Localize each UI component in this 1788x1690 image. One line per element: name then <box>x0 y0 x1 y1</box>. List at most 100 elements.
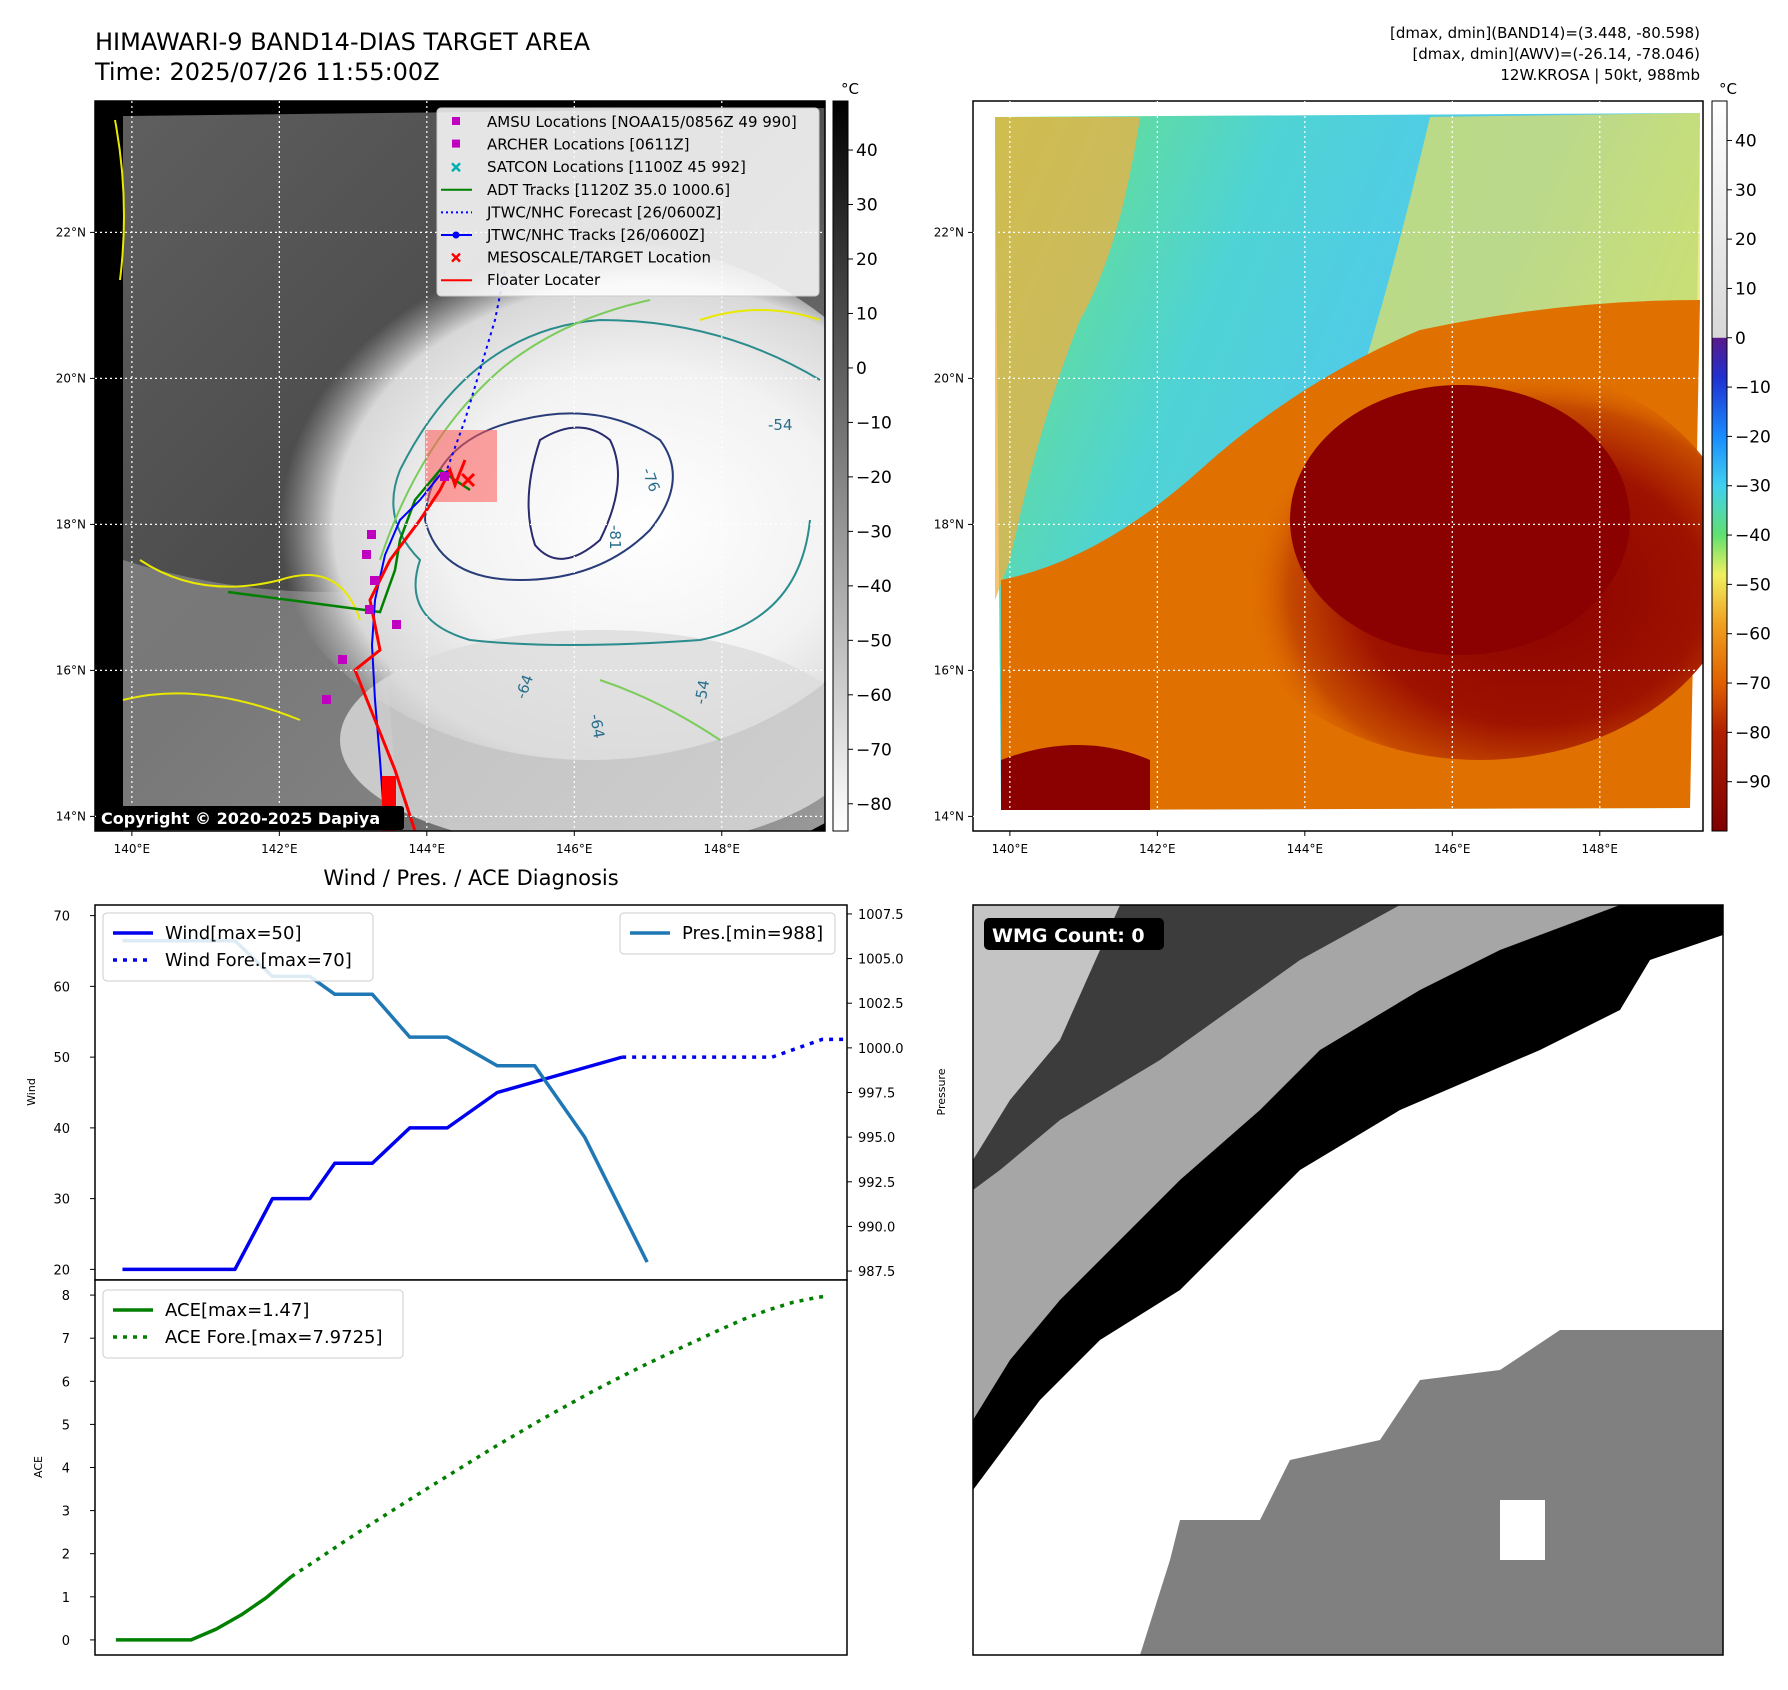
amsu-markers <box>322 472 449 704</box>
lon-label: 146°E <box>556 842 593 856</box>
y-tick-label: 2 <box>62 1548 70 1563</box>
wmg-panel: WMG Count: 0 <box>972 904 1724 1656</box>
colorbar-tick-label: −10 <box>1735 378 1771 398</box>
legend-label: Floater Locater <box>487 271 601 289</box>
colorbar-tick-label: −30 <box>1735 477 1771 497</box>
wv-colorbar-frame <box>1711 100 1728 832</box>
y-tick-label: 5 <box>62 1418 70 1433</box>
wv-panel: 140°E 142°E 144°E 146°E 148°E 22°N 20°N 18°N 16… <box>934 100 1704 856</box>
ir-contour-labels: -54 -76 -81 -64 -64 -54 <box>512 416 793 740</box>
y-tick-label: 995.0 <box>858 1131 895 1146</box>
wmg-white-patch <box>1500 1500 1545 1560</box>
wv-frame <box>972 100 1704 832</box>
lat-label: 18°N <box>56 517 86 531</box>
lat-label: 16°N <box>56 663 86 677</box>
lon-label: 144°E <box>1287 842 1324 856</box>
ir-frame <box>94 100 826 832</box>
colorbar-tick-label: −30 <box>856 522 892 542</box>
lon-label: 142°E <box>1139 842 1176 856</box>
lat-label: 20°N <box>934 371 964 385</box>
floater-track <box>353 459 467 831</box>
contour-label: -54 <box>691 678 713 705</box>
mesoscale-marker <box>460 472 476 488</box>
colorbar-tick-label: −50 <box>856 631 892 651</box>
y-tick-label: 1005.0 <box>858 953 904 968</box>
lat-label: 14°N <box>934 809 964 823</box>
wmg-light-gray <box>973 905 1230 1160</box>
wmg-badge <box>984 918 1164 950</box>
legend-square-marker <box>452 117 460 125</box>
pressure-axis-label: Pressure <box>935 1068 948 1115</box>
legend-frame <box>619 912 836 955</box>
ace-y-ticks: 0 1 2 3 4 5 6 7 8 <box>62 1289 95 1649</box>
colorbar-tick-label: −40 <box>856 577 892 597</box>
diagnosis-title: Wind / Pres. / ACE Diagnosis <box>323 866 618 890</box>
ir-coast-contours <box>114 119 821 721</box>
legend-frame <box>102 912 374 982</box>
ir-contour-outer <box>392 318 821 646</box>
lon-label: 144°E <box>409 842 446 856</box>
lon-label: 140°E <box>114 842 151 856</box>
ir-contour-mid <box>423 412 674 582</box>
ir-contour-core <box>527 426 619 560</box>
y-tick-label: 987.5 <box>858 1265 895 1280</box>
ir-colorbar-unit: °C <box>841 80 859 98</box>
ir-colorbar: °C 40 30 20 10 0 −10 −20 −30 −40 −50 −60 −70 −80 <box>832 80 892 832</box>
colorbar-tick-label: 10 <box>1735 279 1757 299</box>
colorbar-tick-label: 20 <box>1735 230 1757 250</box>
legend-item: JTWC/NHC Tracks [26/0600Z] <box>441 226 705 244</box>
colorbar-tick-label: 0 <box>856 359 867 379</box>
legend-item: AMSU Locations [NOAA15/0856Z 49 990] <box>452 113 797 131</box>
y-tick-label: 997.5 <box>858 1087 895 1102</box>
wind-axis-label: Wind <box>25 1078 38 1106</box>
contour-label: -64 <box>586 713 608 740</box>
lon-label: 148°E <box>1582 842 1619 856</box>
colorbar-tick-label: −60 <box>856 686 892 706</box>
colorbar-tick-label: −20 <box>856 468 892 488</box>
copyright-text: Copyright © 2020-2025 Dapiya <box>101 809 380 828</box>
lat-label: 14°N <box>56 809 86 823</box>
ir-green-contours <box>379 299 721 741</box>
lat-label: 18°N <box>934 517 964 531</box>
lat-label: 22°N <box>934 225 964 239</box>
wv-colorbar: °C 40 30 20 10 0 −10 −20 −30 −40 −50 −60 −70 −80 −90 <box>1711 80 1771 832</box>
y-tick-label: 6 <box>62 1375 70 1390</box>
figure-time: Time: 2025/07/26 11:55:00Z <box>94 58 440 86</box>
colorbar-tick-label: 0 <box>1735 329 1746 349</box>
y-tick-label: 60 <box>53 980 70 995</box>
y-tick-label: 4 <box>62 1462 70 1477</box>
figure-title: HIMAWARI-9 BAND14-DIAS TARGET AREA <box>95 28 591 56</box>
colorbar-tick-label: −90 <box>1735 773 1771 793</box>
wmg-frame <box>972 904 1724 1656</box>
info-storm: 12W.KROSA | 50kt, 988mb <box>1500 66 1700 84</box>
legend-item: MESOSCALE/TARGET Location <box>451 249 711 267</box>
legend-label: AMSU Locations [NOAA15/0856Z 49 990] <box>487 113 797 131</box>
legend-item: ADT Tracks [1120Z 35.0 1000.6] <box>441 181 730 199</box>
ir-storm-cloud <box>260 240 825 760</box>
colorbar-tick-label: 20 <box>856 250 878 270</box>
y-tick-label: 7 <box>62 1332 70 1347</box>
wv-lon-labels: 140°E 142°E 144°E 146°E 148°E <box>992 831 1618 856</box>
wv-gridlines <box>973 101 1703 831</box>
lat-label: 20°N <box>56 371 86 385</box>
legend-dot <box>452 231 460 239</box>
wind-pressure-plot: Wind Pressure 20 30 40 50 60 70 987.5 990.0 992… <box>25 904 948 1281</box>
legend-x-marker <box>451 162 461 173</box>
wmg-dark-gray <box>973 905 1400 1190</box>
colorbar-tick-label: −70 <box>856 740 892 760</box>
y-tick-label: 1000.0 <box>858 1042 904 1057</box>
adt-track <box>227 468 471 614</box>
wind-series <box>122 1037 847 1272</box>
wv-lat-labels: 22°N 20°N 18°N 16°N 14°N <box>934 225 973 823</box>
colorbar-tick-label: −20 <box>1735 427 1771 447</box>
legend-label: ACE[max=1.47] <box>165 1300 309 1321</box>
wv-moist-west <box>995 117 1140 600</box>
ir-legend: AMSU Locations [NOAA15/0856Z 49 990] ARCH… <box>436 107 820 297</box>
series-line <box>115 1575 293 1642</box>
wind-legend: Wind[max=50] Wind Fore.[max=70] <box>102 912 374 982</box>
lat-label: 22°N <box>56 225 86 239</box>
ace-plot: ACE 0 1 2 3 4 5 6 7 8 ACE[max=1.47] ACE Fore.[max… <box>32 1279 848 1656</box>
contour-label: -54 <box>768 416 793 434</box>
lon-label: 140°E <box>992 842 1029 856</box>
